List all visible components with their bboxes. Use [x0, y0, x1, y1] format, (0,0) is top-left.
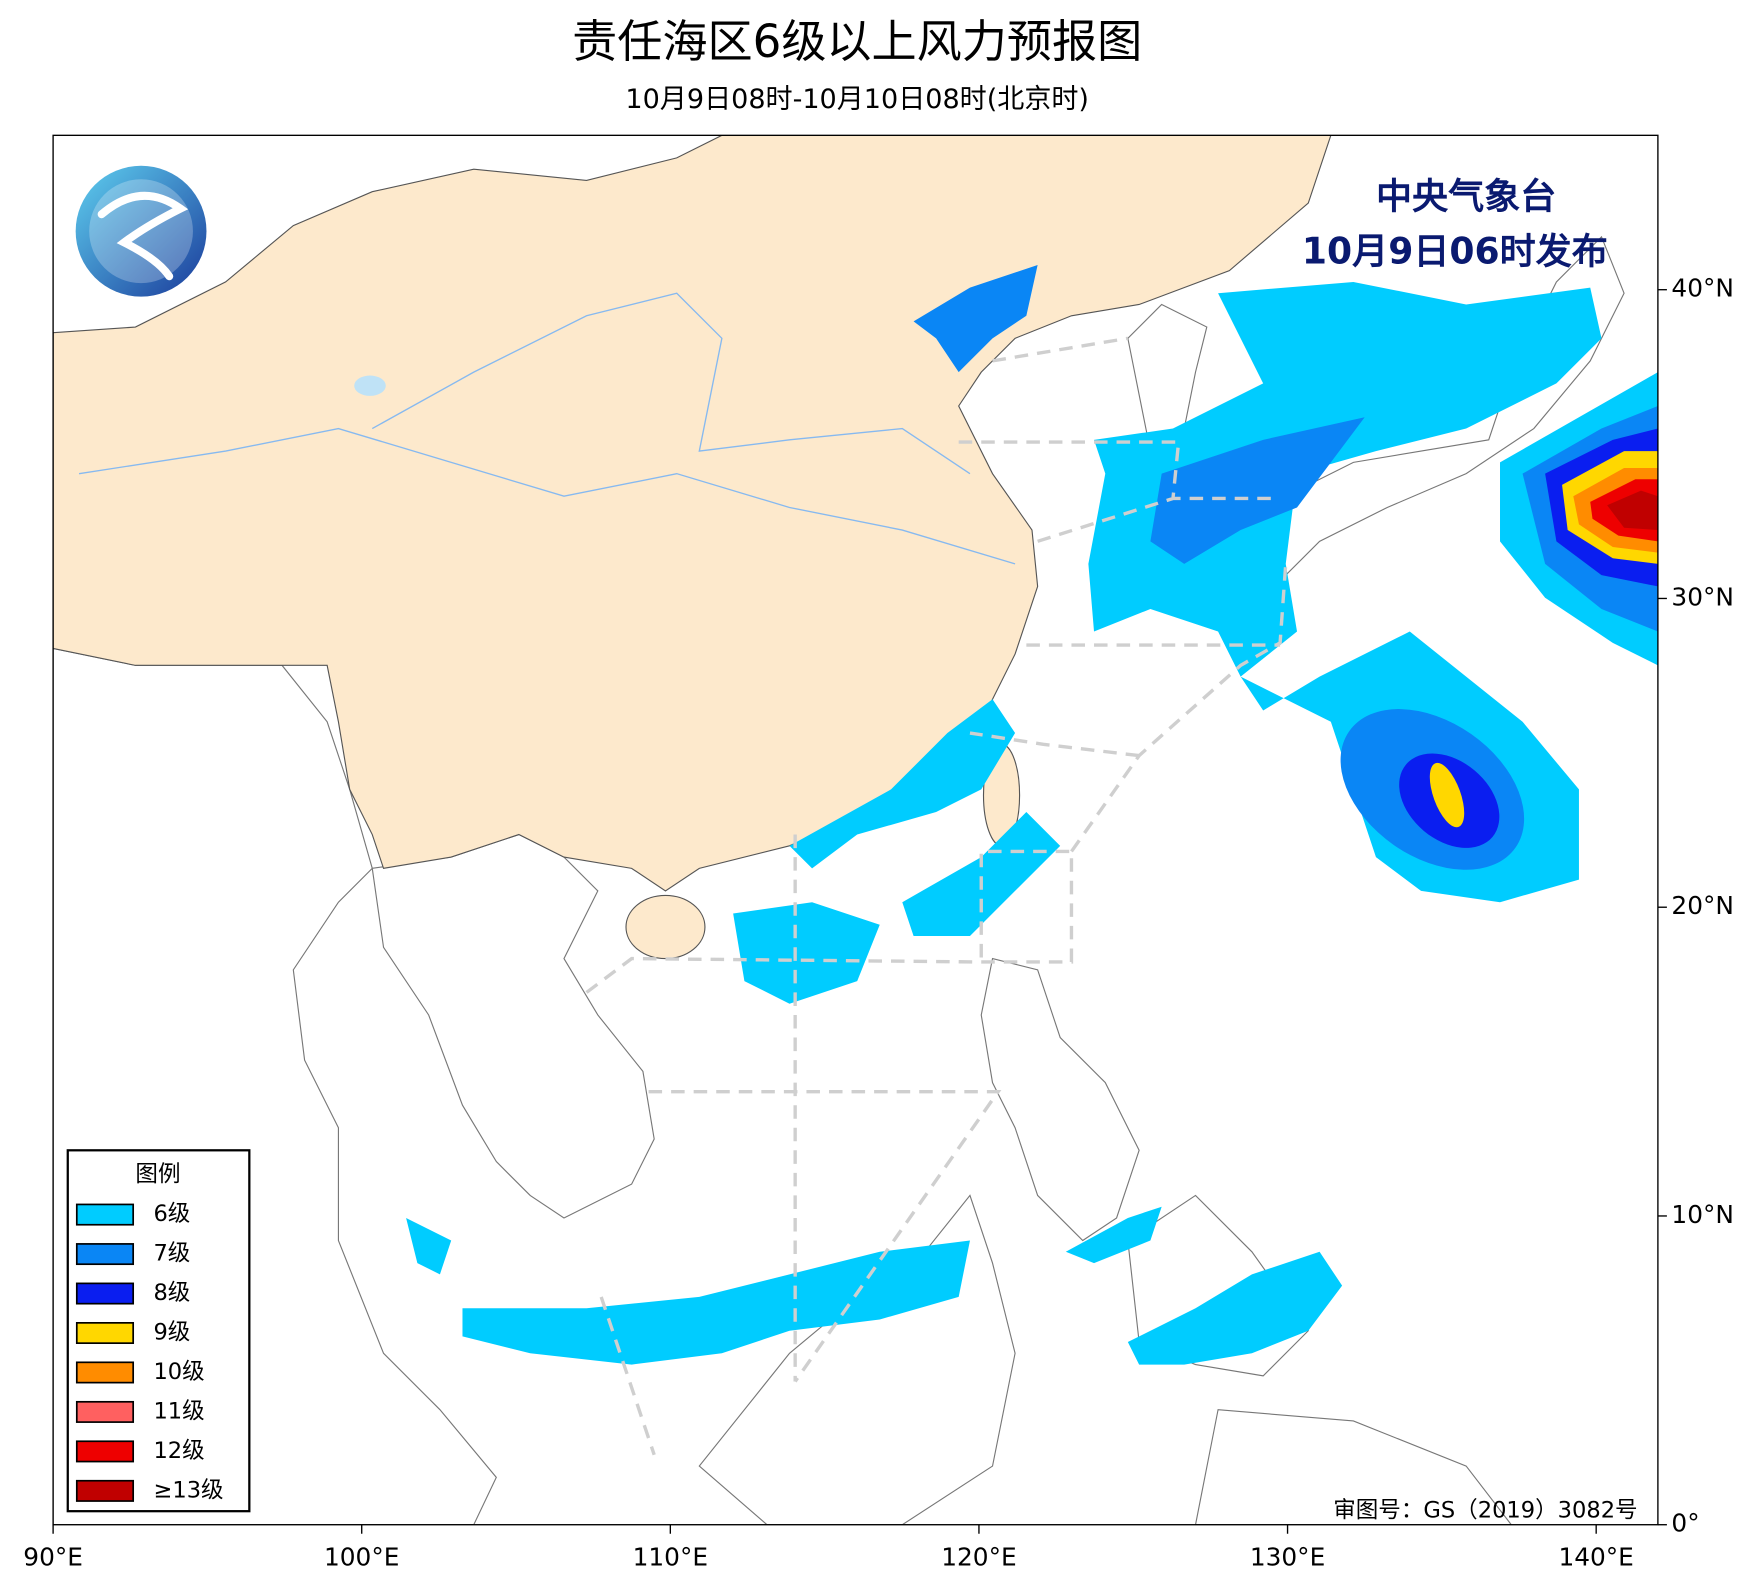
wind-area [406, 1217, 452, 1275]
river [78, 427, 1016, 565]
wind-area [789, 699, 1016, 869]
x-tick-label: 110°E [633, 1543, 708, 1572]
x-tick-label: 120°E [941, 1543, 1016, 1572]
wind-area [1429, 762, 1465, 828]
map-area [53, 135, 1658, 1525]
legend-label: 9级 [153, 1320, 190, 1346]
legend-swatch [75, 1400, 135, 1423]
land [980, 957, 1140, 1242]
y-tick-label: 30°N [1671, 582, 1734, 611]
subtitle: 10月9日08时-10月10日08时(北京时) [625, 84, 1089, 115]
legend-label: 12级 [153, 1438, 204, 1464]
wind-area [1065, 1206, 1162, 1264]
issuer-agency: 中央气象台 [1376, 175, 1556, 217]
x-tick-label: 130°E [1250, 1543, 1325, 1572]
wind-area [902, 811, 1061, 937]
land [1194, 1409, 1512, 1525]
legend-swatch [75, 1243, 135, 1266]
legend-label: 7级 [153, 1241, 190, 1267]
wind-area [1127, 1251, 1343, 1365]
lake [354, 375, 386, 396]
x-tick-label: 90°E [23, 1543, 83, 1572]
legend-swatch [75, 1440, 135, 1463]
axes: 90°E 100°E 110°E 120°E 130°E 140°E 0° 10°N 20°N 3… [23, 274, 1734, 1572]
legend-title: 图例 [135, 1162, 180, 1188]
legend-label: ≥13级 [153, 1477, 223, 1503]
x-tick-label: 140°E [1558, 1543, 1633, 1572]
wind-area [1150, 417, 1365, 564]
approval-number: 审图号：GS（2019）3082号 [1333, 1498, 1637, 1524]
title: 责任海区6级以上风力预报图 [572, 15, 1142, 68]
legend-label: 11级 [153, 1398, 204, 1424]
y-tick-label: 0° [1671, 1509, 1699, 1538]
y-tick-label: 20°N [1671, 891, 1734, 920]
issuer-time: 10月9日06时发布 [1302, 231, 1608, 273]
legend-swatch [75, 1203, 135, 1226]
legend-swatch [75, 1322, 135, 1344]
legend-swatch [75, 1479, 135, 1502]
legend-label: 8级 [153, 1280, 190, 1306]
legend-swatch [75, 1361, 135, 1384]
wind-area [913, 265, 1038, 373]
legend-swatch [75, 1282, 135, 1305]
land [1262, 235, 1625, 577]
y-tick-label: 40°N [1671, 274, 1734, 303]
wind-area [462, 1240, 970, 1365]
wind-area [1607, 490, 1658, 531]
hainan [625, 894, 706, 960]
legend-label: 10级 [153, 1359, 204, 1385]
legend: 图例 6级 7级 8级 9级 10级 11级 12级 ≥13级 [66, 1149, 251, 1513]
wind-area [733, 902, 880, 1004]
river [371, 292, 971, 475]
wind-areas [406, 265, 1658, 1365]
y-tick-label: 10°N [1671, 1200, 1734, 1229]
x-tick-label: 100°E [324, 1543, 399, 1572]
legend-label: 6级 [153, 1201, 190, 1227]
map-frame [52, 134, 1659, 1526]
